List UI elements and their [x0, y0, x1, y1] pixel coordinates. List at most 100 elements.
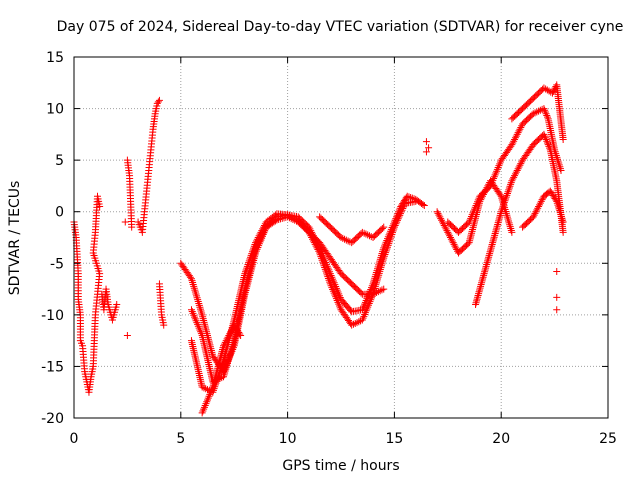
- data-point: [557, 166, 565, 174]
- data-point: [380, 254, 388, 262]
- data-point: [533, 206, 541, 214]
- data-point: [190, 282, 198, 290]
- data-point: [548, 190, 556, 198]
- data-point: [291, 214, 299, 222]
- data-point: [250, 244, 258, 252]
- data-point: [186, 273, 194, 281]
- data-point: [447, 235, 455, 243]
- data-point: [549, 87, 557, 95]
- data-point: [531, 109, 539, 117]
- data-point: [319, 258, 327, 266]
- data-point: [271, 211, 279, 219]
- data-point: [254, 234, 262, 241]
- data-point: [382, 249, 390, 257]
- data-point: [504, 215, 512, 223]
- series-track-j: [519, 187, 567, 231]
- data-point: [260, 223, 268, 231]
- data-point: [480, 271, 488, 279]
- data-point: [374, 288, 382, 296]
- data-point: [245, 259, 253, 267]
- data-point: [483, 259, 491, 267]
- data-point: [498, 206, 506, 214]
- data-point: [191, 286, 199, 294]
- data-point: [503, 190, 511, 198]
- data-point: [515, 127, 523, 135]
- data-point: [387, 232, 395, 240]
- data-point: [446, 234, 454, 241]
- grid: [74, 57, 608, 418]
- data-point: [508, 177, 516, 185]
- data-point: [546, 187, 554, 195]
- data-point: [248, 248, 256, 256]
- data-point: [113, 301, 121, 309]
- data-point: [247, 251, 255, 259]
- data-point: [493, 224, 501, 232]
- data-point: [492, 226, 500, 234]
- data-point: [230, 321, 238, 329]
- data-point: [507, 225, 515, 233]
- data-point: [289, 213, 297, 221]
- y-tick-label: -20: [41, 411, 64, 427]
- data-point: [160, 321, 168, 329]
- data-point: [397, 208, 405, 216]
- series-track-a: [177, 192, 428, 376]
- data-point: [533, 108, 541, 116]
- data-point: [440, 221, 448, 229]
- x-tick-label: 25: [599, 431, 617, 447]
- data-point: [503, 213, 511, 221]
- data-point: [474, 291, 482, 299]
- data-point: [537, 197, 545, 205]
- y-tick-label: 0: [55, 205, 64, 221]
- data-point: [435, 211, 443, 219]
- data-point: [378, 224, 386, 232]
- data-point: [241, 270, 249, 278]
- data-point: [316, 251, 324, 259]
- data-point: [389, 229, 397, 237]
- data-point: [511, 170, 519, 178]
- data-point: [396, 211, 404, 219]
- data-point: [540, 105, 548, 113]
- data-point: [452, 244, 460, 252]
- data-point: [474, 293, 482, 301]
- data-point: [380, 285, 388, 293]
- data-point: [194, 296, 202, 304]
- data-point: [196, 305, 204, 313]
- data-point: [198, 309, 206, 317]
- data-point: [391, 221, 399, 229]
- data-point: [499, 202, 507, 210]
- data-point: [543, 139, 551, 147]
- data-point: [395, 213, 403, 221]
- data-point: [549, 192, 557, 200]
- data-point: [237, 331, 245, 339]
- data-point: [422, 148, 430, 156]
- data-point: [353, 319, 361, 327]
- data-point: [475, 290, 483, 298]
- data-point: [485, 251, 493, 259]
- data-point: [349, 320, 357, 328]
- data-point: [259, 225, 267, 233]
- data-point: [341, 235, 349, 243]
- data-point: [194, 298, 202, 306]
- data-point: [496, 191, 504, 199]
- data-point: [481, 266, 489, 274]
- data-point: [235, 329, 243, 337]
- data-point: [490, 235, 498, 243]
- data-point: [487, 246, 495, 254]
- data-point: [514, 165, 522, 173]
- data-point: [553, 293, 561, 301]
- data-point: [497, 208, 505, 216]
- chart-title: Day 075 of 2024, Sidereal Day-to-day VTE…: [57, 19, 624, 35]
- data-point: [251, 240, 259, 248]
- data-point: [488, 242, 496, 250]
- data-point: [472, 299, 480, 307]
- data-point: [244, 260, 252, 268]
- data-point: [502, 195, 510, 203]
- data-point: [257, 228, 265, 236]
- data-point: [486, 250, 494, 258]
- data-point: [221, 338, 229, 346]
- data-point: [204, 386, 211, 394]
- data-point: [505, 184, 513, 192]
- data-point: [405, 193, 413, 201]
- data-point: [507, 179, 515, 187]
- data-point: [371, 289, 379, 297]
